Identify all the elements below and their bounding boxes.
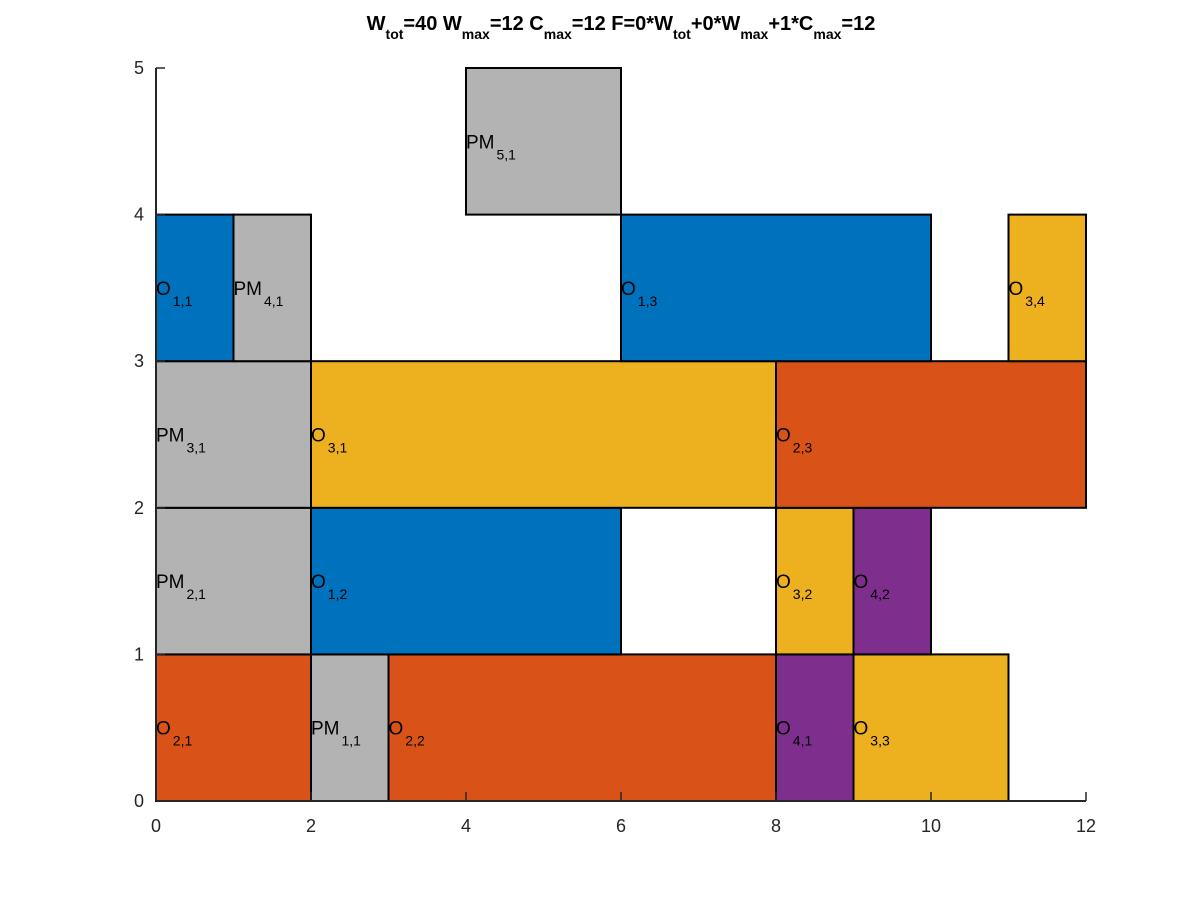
gantt-bar [775, 506, 855, 656]
gantt-bar [155, 653, 312, 803]
gantt-bar [310, 653, 390, 803]
title-part: max [462, 26, 490, 42]
gantt-bar [775, 360, 1087, 509]
title-part: tot [386, 26, 404, 42]
gantt-bar [155, 360, 312, 509]
title-part: max [544, 26, 572, 42]
bar-label: PM1,1 [311, 719, 361, 749]
y-tick-label: 4 [134, 205, 144, 225]
y-tick-label: 1 [134, 644, 144, 664]
bar-label: O1,3 [621, 279, 657, 309]
bar-label: O3,1 [311, 426, 347, 456]
title-part: +1*C [768, 13, 813, 35]
title-part: =12 [841, 13, 875, 35]
x-tick-label: 2 [306, 816, 316, 836]
gantt-bar [775, 653, 855, 803]
bar-label: O3,4 [1009, 279, 1045, 309]
title-part: max [740, 26, 768, 42]
bar-label: O1,2 [311, 572, 347, 602]
y-tick-label: 5 [134, 58, 144, 78]
bar-label: PM4,1 [234, 279, 284, 309]
bar-label: O4,2 [854, 572, 890, 602]
gantt-bar [232, 213, 312, 363]
gantt-bar [310, 360, 777, 509]
gantt-bar [155, 213, 235, 363]
y-tick-label: 0 [134, 791, 144, 811]
gantt-bar [852, 506, 932, 656]
title-part: tot [673, 26, 691, 42]
bar-label: O4,1 [776, 719, 812, 749]
bar-label: PM5,1 [466, 132, 516, 162]
bars-layer: O2,1 PM1,1 O2,2 O4,1 O3,3 PM2,1 O1,2 O3,2 O4,2 PM… [155, 67, 1087, 803]
title-part: =40 W [403, 13, 461, 35]
bar-label: O2,2 [389, 719, 425, 749]
bar-label: O3,2 [776, 572, 812, 602]
y-tick-label: 2 [134, 498, 144, 518]
title-part: +0*W [691, 13, 741, 35]
y-tick-label: 3 [134, 351, 144, 371]
x-tick-label: 6 [616, 816, 626, 836]
bar-label: PM2,1 [156, 572, 206, 602]
gantt-bar [1007, 213, 1087, 363]
gantt-bar [387, 653, 777, 803]
bar-label: O2,3 [776, 426, 812, 456]
bar-label: O1,1 [156, 279, 192, 309]
title-part: max [813, 26, 841, 42]
bar-label: PM3,1 [156, 426, 206, 456]
x-tick-label: 12 [1076, 816, 1096, 836]
x-tick-label: 10 [921, 816, 941, 836]
gantt-bar [620, 213, 932, 363]
bar-label: O2,1 [156, 719, 192, 749]
gantt-bar [310, 506, 622, 656]
x-tick-label: 4 [461, 816, 471, 836]
gantt-bar [852, 653, 1010, 803]
x-tick-label: 8 [771, 816, 781, 836]
chart-title: Wtot=40 Wmax=12 Cmax=12 F=0*Wtot+0*Wmax+… [367, 13, 876, 42]
title-part: W [367, 13, 386, 35]
gantt-bar [465, 67, 622, 216]
title-part: =12 F=0*W [572, 13, 673, 35]
bar-label: O3,3 [854, 719, 890, 749]
title-part: =12 C [490, 13, 544, 35]
x-tick-label: 0 [151, 816, 161, 836]
